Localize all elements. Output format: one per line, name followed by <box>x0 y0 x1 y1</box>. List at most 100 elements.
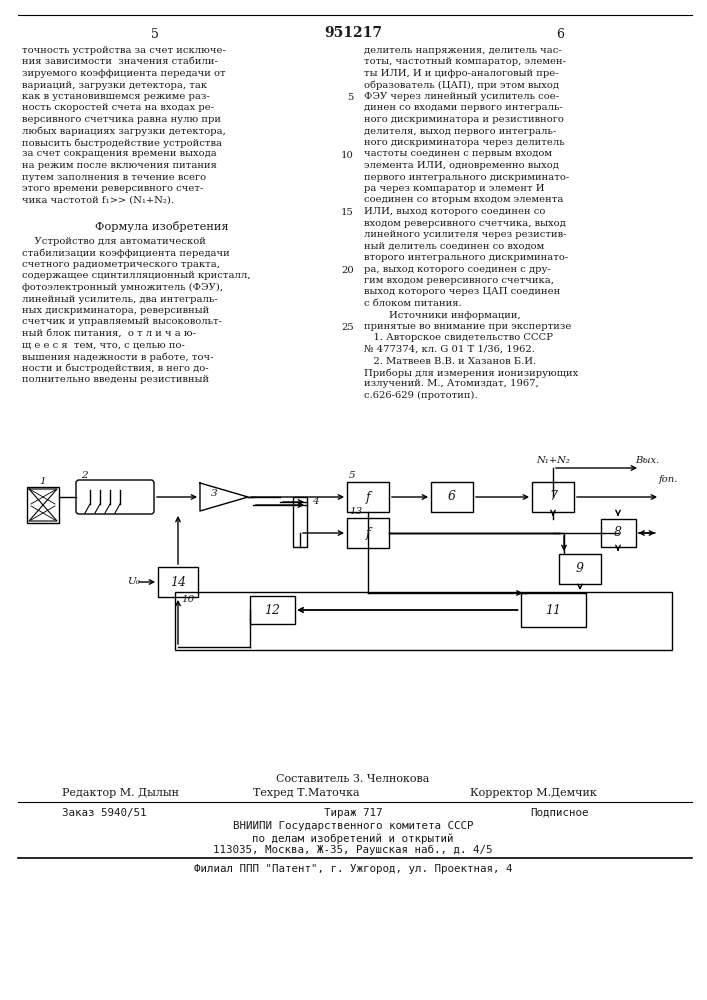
Text: Редактор М. Дылын: Редактор М. Дылын <box>62 788 179 798</box>
Text: ный делитель соединен со входом: ный делитель соединен со входом <box>364 241 544 250</box>
Text: Приборы для измерения ионизирующих: Приборы для измерения ионизирующих <box>364 368 578 377</box>
Text: № 477374, кл. G 01 T 1/36, 1962.: № 477374, кл. G 01 T 1/36, 1962. <box>364 345 535 354</box>
Text: Корректор М.Демчик: Корректор М.Демчик <box>470 788 597 798</box>
Text: второго интегрального дискриминато-: второго интегрального дискриминато- <box>364 253 568 262</box>
Text: элемента ИЛИ, одновременно выход: элемента ИЛИ, одновременно выход <box>364 161 559 170</box>
Text: соединен со вторым входом элемента: соединен со вторым входом элемента <box>364 196 563 205</box>
Text: 5: 5 <box>151 28 159 41</box>
Text: динен со входами первого интеграль-: динен со входами первого интеграль- <box>364 104 563 112</box>
Text: f: f <box>366 526 370 540</box>
Text: 12: 12 <box>264 603 280 616</box>
Text: фотоэлектронный умножитель (ФЭУ),: фотоэлектронный умножитель (ФЭУ), <box>22 283 223 292</box>
Bar <box>175 592 672 650</box>
Text: ности и быстродействия, в него до-: ности и быстродействия, в него до- <box>22 363 209 373</box>
Text: Подписное: Подписное <box>530 808 588 818</box>
Text: ты ИЛИ, И и цифро-аналоговый пре-: ты ИЛИ, И и цифро-аналоговый пре- <box>364 69 559 78</box>
Text: 13: 13 <box>349 508 362 516</box>
Bar <box>347 518 389 548</box>
Text: 6: 6 <box>448 490 456 504</box>
Text: путем заполнения в течение всего: путем заполнения в течение всего <box>22 172 206 182</box>
Text: 113035, Москва, Ж-35, Раушская наб., д. 4/5: 113035, Москва, Ж-35, Раушская наб., д. … <box>214 845 493 855</box>
Text: принятые во внимание при экспертизе: принятые во внимание при экспертизе <box>364 322 571 331</box>
Text: Тираж 717: Тираж 717 <box>324 808 382 818</box>
Text: счетчик и управляемый высоковольт-: счетчик и управляемый высоковольт- <box>22 318 222 326</box>
Text: U₀: U₀ <box>127 578 140 586</box>
Text: входом реверсивного счетчика, выход: входом реверсивного счетчика, выход <box>364 219 566 228</box>
Text: по делам изобретений и открытий: по делам изобретений и открытий <box>252 833 454 844</box>
Text: с блоком питания.: с блоком питания. <box>364 299 462 308</box>
Bar <box>347 482 389 512</box>
Text: вариаций, загрузки детектора, так: вариаций, загрузки детектора, так <box>22 81 207 90</box>
Text: чика частотой f₁>> (N₁+N₂).: чика частотой f₁>> (N₁+N₂). <box>22 196 174 205</box>
Text: точность устройства за счет исключе-: точность устройства за счет исключе- <box>22 46 226 55</box>
Text: полнительно введены резистивный: полнительно введены резистивный <box>22 375 209 384</box>
Text: стабилизации коэффициента передачи: стабилизации коэффициента передачи <box>22 248 230 258</box>
Text: ния зависимости  значения стабили-: ния зависимости значения стабили- <box>22 57 218 66</box>
Text: ного дискриминатора и резистивного: ного дискриминатора и резистивного <box>364 115 564 124</box>
Text: выход которого через ЦАП соединен: выход которого через ЦАП соединен <box>364 288 560 296</box>
Text: f: f <box>366 490 370 504</box>
Bar <box>600 519 636 547</box>
Text: 951217: 951217 <box>324 26 382 40</box>
Text: как в установившемся режиме раз-: как в установившемся режиме раз- <box>22 92 210 101</box>
Text: делитель напряжения, делитель час-: делитель напряжения, делитель час- <box>364 46 562 55</box>
Text: линейный усилитель, два интеграль-: линейный усилитель, два интеграль- <box>22 294 218 304</box>
Text: счетного радиометрического тракта,: счетного радиометрического тракта, <box>22 260 220 269</box>
Text: вышения надежности в работе, точ-: вышения надежности в работе, точ- <box>22 352 214 361</box>
Text: ФЭУ через линейный усилитель сое-: ФЭУ через линейный усилитель сое- <box>364 92 559 101</box>
Text: зируемого коэффициента передачи от: зируемого коэффициента передачи от <box>22 69 226 78</box>
Text: с.626-629 (прототип).: с.626-629 (прототип). <box>364 391 478 400</box>
Text: Источники информации,: Источники информации, <box>364 310 521 320</box>
Bar <box>250 596 295 624</box>
Bar <box>532 482 574 512</box>
Text: версивного счетчика равна нулю при: версивного счетчика равна нулю при <box>22 115 221 124</box>
Text: ра, выход которого соединен с дру-: ра, выход которого соединен с дру- <box>364 264 551 273</box>
Text: первого интегрального дискриминато-: первого интегрального дискриминато- <box>364 172 569 182</box>
Text: ВНИИПИ Государственного комитета СССР: ВНИИПИ Государственного комитета СССР <box>233 821 473 831</box>
Text: содержащее сцинтилляционный кристалл,: содержащее сцинтилляционный кристалл, <box>22 271 250 280</box>
Text: Составитель З. Челнокова: Составитель З. Челнокова <box>276 774 430 784</box>
Text: 10: 10 <box>181 595 194 604</box>
Text: тоты, частотный компаратор, элемен-: тоты, частотный компаратор, элемен- <box>364 57 566 66</box>
Text: fоп.: fоп. <box>659 476 679 485</box>
Text: Вых.: Вых. <box>635 456 659 465</box>
Text: ИЛИ, выход которого соединен со: ИЛИ, выход которого соединен со <box>364 207 545 216</box>
Text: щ е е с я  тем, что, с целью по-: щ е е с я тем, что, с целью по- <box>22 340 185 350</box>
Text: 14: 14 <box>170 576 186 588</box>
Text: 5: 5 <box>349 472 356 481</box>
Text: любых вариациях загрузки детектора,: любых вариациях загрузки детектора, <box>22 126 226 136</box>
Text: 20: 20 <box>341 266 354 275</box>
Text: Техред Т.Маточка: Техред Т.Маточка <box>253 788 360 798</box>
Text: излучений. М., Атомиздат, 1967,: излучений. М., Атомиздат, 1967, <box>364 379 539 388</box>
Text: 10: 10 <box>341 151 354 160</box>
Text: на режим после включения питания: на режим после включения питания <box>22 161 217 170</box>
Text: 11: 11 <box>545 603 561 616</box>
Bar <box>431 482 473 512</box>
Text: ный блок питания,  о т л и ч а ю-: ный блок питания, о т л и ч а ю- <box>22 329 196 338</box>
Text: частоты соединен с первым входом: частоты соединен с первым входом <box>364 149 552 158</box>
Bar <box>27 487 59 523</box>
Text: делителя, выход первого интеграль-: делителя, выход первого интеграль- <box>364 126 556 135</box>
Text: Филиал ППП "Патент", г. Ужгород, ул. Проектная, 4: Филиал ППП "Патент", г. Ужгород, ул. Про… <box>194 864 513 874</box>
Text: 25: 25 <box>341 323 354 332</box>
Text: N₁+N₂: N₁+N₂ <box>536 456 570 465</box>
Text: ных дискриминатора, реверсивный: ных дискриминатора, реверсивный <box>22 306 209 315</box>
Text: 3: 3 <box>211 489 217 498</box>
Bar <box>520 593 585 627</box>
Bar <box>293 497 307 547</box>
Text: 1. Авторское свидетельство СССР: 1. Авторское свидетельство СССР <box>364 334 553 342</box>
Text: 5: 5 <box>348 93 354 102</box>
Text: 15: 15 <box>341 208 354 217</box>
Text: 4: 4 <box>312 497 319 506</box>
Text: за счет сокращения времени выхода: за счет сокращения времени выхода <box>22 149 217 158</box>
Text: 9: 9 <box>576 562 584 576</box>
Text: ра через компаратор и элемент И: ра через компаратор и элемент И <box>364 184 544 193</box>
Text: 8: 8 <box>614 526 622 540</box>
Text: повысить быстродействие устройства: повысить быстродействие устройства <box>22 138 222 147</box>
Text: 2: 2 <box>81 471 87 480</box>
Bar <box>559 554 601 584</box>
Bar <box>158 567 198 597</box>
Text: 1: 1 <box>40 477 47 486</box>
Text: 7: 7 <box>549 490 557 504</box>
Text: этого времени реверсивного счет-: этого времени реверсивного счет- <box>22 184 204 193</box>
